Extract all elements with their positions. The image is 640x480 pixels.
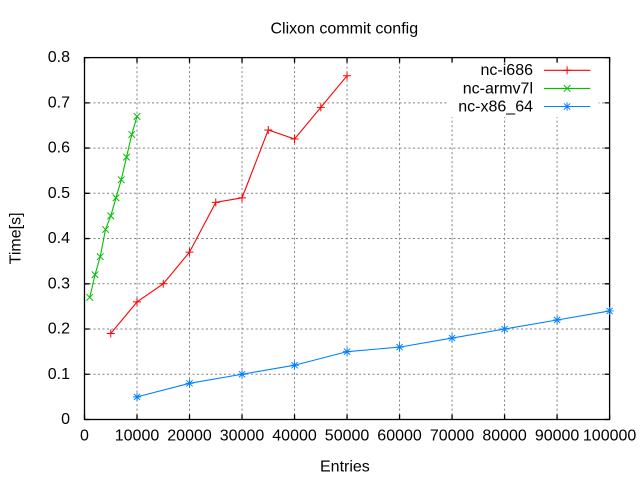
svg-text:0.3: 0.3 (48, 275, 70, 292)
svg-text:0.1: 0.1 (48, 366, 70, 383)
svg-text:20000: 20000 (167, 428, 212, 445)
svg-text:100000: 100000 (583, 428, 636, 445)
svg-text:90000: 90000 (535, 428, 580, 445)
svg-text:Entries: Entries (320, 459, 370, 476)
svg-text:0.5: 0.5 (48, 185, 70, 202)
svg-text:0.4: 0.4 (48, 230, 70, 247)
svg-text:0: 0 (80, 428, 89, 445)
svg-text:60000: 60000 (377, 428, 422, 445)
svg-text:70000: 70000 (430, 428, 475, 445)
svg-text:50000: 50000 (325, 428, 370, 445)
svg-text:0.2: 0.2 (48, 321, 70, 338)
svg-text:0.8: 0.8 (48, 49, 70, 66)
svg-text:Time[s]: Time[s] (7, 212, 24, 264)
svg-text:0.6: 0.6 (48, 140, 70, 157)
svg-text:0.7: 0.7 (48, 94, 70, 111)
svg-text:nc-x86_64: nc-x86_64 (458, 98, 533, 115)
svg-text:10000: 10000 (115, 428, 160, 445)
svg-text:80000: 80000 (482, 428, 527, 445)
svg-text:nc-i686: nc-i686 (481, 62, 534, 79)
svg-text:Clixon commit config: Clixon commit config (270, 21, 418, 38)
svg-text:nc-armv7l: nc-armv7l (463, 80, 533, 97)
svg-text:0: 0 (61, 411, 70, 428)
svg-text:40000: 40000 (272, 428, 317, 445)
svg-text:30000: 30000 (220, 428, 265, 445)
